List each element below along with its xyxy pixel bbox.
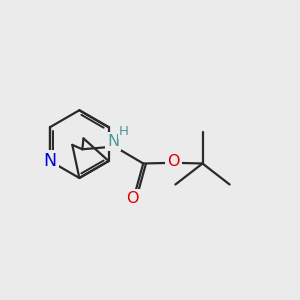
Text: N: N [107,134,119,149]
Text: O: O [126,191,139,206]
Text: N: N [44,152,57,170]
Text: H: H [118,125,128,138]
Text: O: O [167,154,180,169]
